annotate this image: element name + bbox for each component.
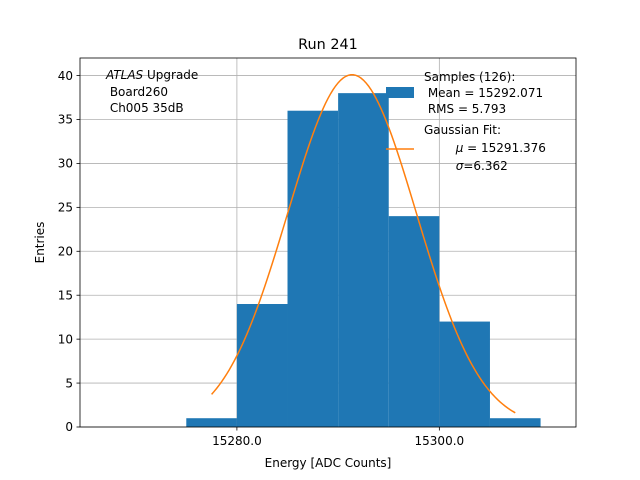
y-tick-label: 30: [58, 157, 73, 171]
annotation-line-2: Board260: [106, 85, 168, 99]
plot-frame: [79, 57, 577, 428]
annotation-line-1: ATLAS Upgrade: [105, 68, 198, 82]
legend: Samples (126): Mean = 15292.071 RMS = 5.…: [386, 70, 565, 173]
y-tick-label: 10: [58, 332, 73, 346]
y-tick-label: 40: [58, 69, 73, 83]
histogram-bar-0: [186, 418, 237, 427]
gaussian-fit: [211, 74, 516, 414]
axis-ticks: 0 5 10 15 20 25 30 35 40 15280.0 15300.0: [58, 69, 464, 448]
annotation-line-3: Ch005 35dB: [106, 101, 184, 115]
legend-hist-line-1: Samples (126):: [424, 70, 515, 84]
x-axis-label: Energy [ADC Counts]: [265, 456, 392, 470]
histogram-bar-6: [489, 418, 541, 427]
chart-title: Run 241: [298, 37, 358, 53]
fit-curve: [211, 74, 516, 414]
histogram-bar-4: [388, 216, 440, 427]
x-tick-label: 15280.0: [212, 434, 262, 448]
histogram-bar-5: [439, 321, 490, 427]
histogram-bar-3: [338, 93, 389, 428]
annotation-italic: ATLAS: [105, 68, 144, 82]
mu-symbol: μ: [455, 141, 464, 155]
legend-fit-mu: μ = 15291.376: [429, 141, 565, 155]
legend-hist-swatch: [386, 87, 414, 98]
annotation-rest: Upgrade: [143, 68, 198, 82]
sigma-symbol: σ: [456, 159, 464, 173]
histogram-bar-1: [236, 304, 288, 427]
mu-value: = 15291.376: [463, 141, 546, 155]
y-tick-label: 0: [65, 420, 73, 434]
legend-fit-sigma: σ=6.362: [429, 159, 527, 173]
legend-fit-title: Gaussian Fit:: [424, 123, 501, 137]
y-tick-label: 25: [58, 201, 73, 215]
histogram-bar-2: [287, 110, 339, 427]
y-axis-label: Entries: [33, 222, 47, 264]
y-tick-label: 20: [58, 244, 73, 258]
atlas-annotation: ATLAS Upgrade Board260 Ch005 35dB: [105, 68, 198, 115]
legend-hist-line-2: Mean = 15292.071: [424, 86, 543, 100]
y-tick-label: 5: [65, 376, 73, 390]
y-tick-label: 15: [58, 288, 73, 302]
histogram-bars: [186, 93, 541, 428]
y-tick-label: 35: [58, 113, 73, 127]
x-tick-label: 15300.0: [415, 434, 465, 448]
legend-hist-line-3: RMS = 5.793: [424, 102, 506, 116]
sigma-value: =6.362: [463, 159, 507, 173]
